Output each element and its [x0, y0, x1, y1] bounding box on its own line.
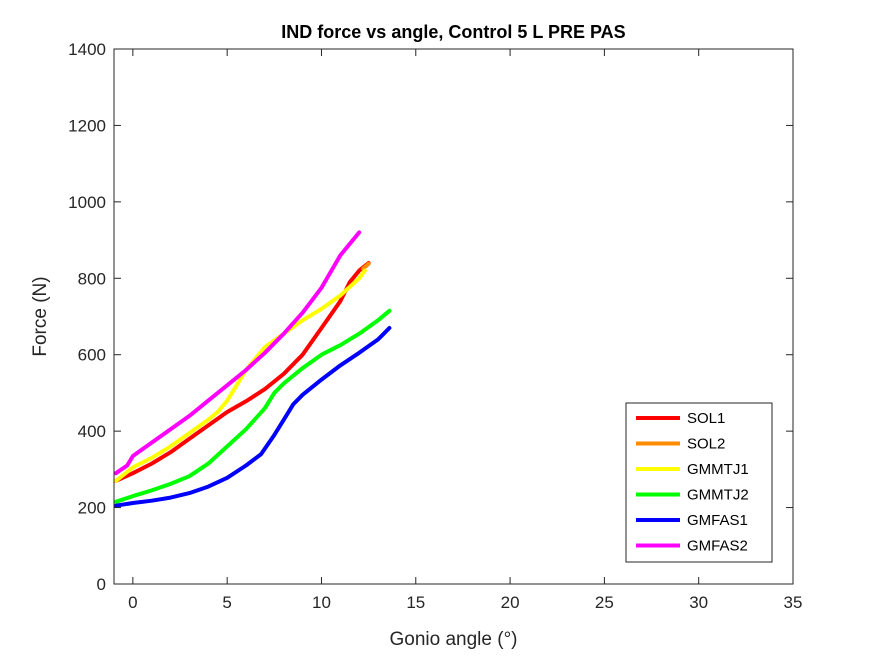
legend-label-gmmtj2: GMMTJ2 [687, 487, 749, 504]
chart-title: IND force vs angle, Control 5 L PRE PAS [281, 22, 625, 42]
series-line-gmfas1 [113, 326, 392, 508]
series-line-gmfas2 [113, 230, 362, 476]
x-tick-label: 20 [501, 593, 520, 612]
axes-box [113, 48, 794, 585]
x-tick-label: 10 [312, 593, 331, 612]
series-line-gmmtj1 [113, 268, 367, 483]
y-tick-label: 1000 [68, 193, 106, 212]
y-axis-label: Force (N) [30, 276, 51, 356]
y-tick-label: 200 [78, 499, 106, 518]
x-tick-label: 25 [595, 593, 614, 612]
x-tick-label: 30 [689, 593, 708, 612]
x-tick-label: 5 [222, 593, 231, 612]
series-layer [113, 230, 392, 508]
y-tick-label: 600 [78, 346, 106, 365]
y-tick-label: 0 [97, 575, 106, 594]
series-line-gmmtj2 [113, 308, 392, 504]
y-tick-label: 400 [78, 422, 106, 441]
legend-label-gmmtj1: GMMTJ1 [687, 461, 749, 478]
legend-label-sol1: SOL1 [687, 410, 725, 427]
y-tick-label: 800 [78, 269, 106, 288]
x-tick-label: 0 [128, 593, 137, 612]
y-tick-label: 1400 [68, 40, 106, 59]
legend-label-sol2: SOL2 [687, 436, 725, 453]
legend-label-gmfas2: GMFAS2 [687, 538, 748, 555]
x-axis-label: Gonio angle (°) [390, 629, 518, 650]
ticks-layer: 0 5 10 15 20 25 30 35 0 200 400 600 800 1000 1200 1400 [68, 40, 802, 612]
series-line-sol2 [361, 261, 371, 271]
y-tick-label: 1200 [68, 116, 106, 135]
x-tick-label: 15 [406, 593, 425, 612]
x-tick-label: 35 [784, 593, 803, 612]
legend: SOL1 SOL2 GMMTJ1 GMMTJ2 GMFAS1 GMFAS2 [625, 402, 773, 563]
legend-box [625, 402, 773, 563]
legend-label-gmfas1: GMFAS1 [687, 512, 748, 529]
